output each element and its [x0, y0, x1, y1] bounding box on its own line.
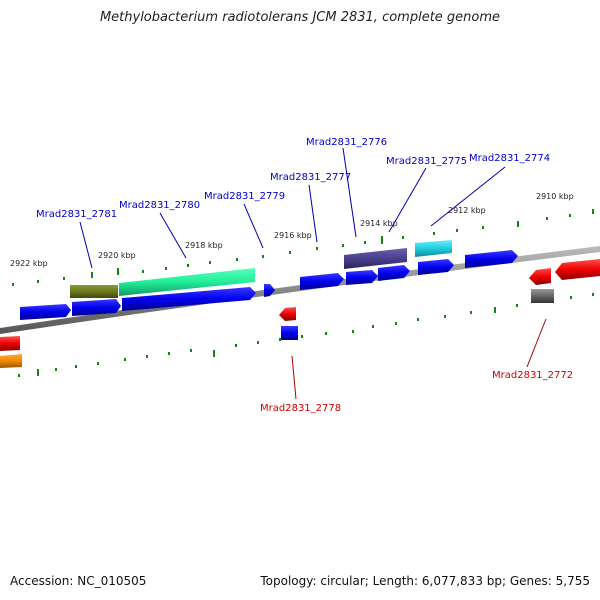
feature-block-olive[interactable]: [70, 285, 118, 298]
gene-arrow[interactable]: [529, 268, 551, 285]
gene-arrow[interactable]: [0, 354, 22, 368]
gene-arrow[interactable]: [555, 259, 600, 280]
gene-label[interactable]: Mrad2831_2778: [260, 403, 341, 414]
gene-arrow[interactable]: [281, 326, 298, 340]
tick-label: 2922 kbp: [10, 259, 48, 268]
accession-text: Accession: NC_010505: [10, 574, 147, 588]
gene-label[interactable]: Mrad2831_2776: [306, 137, 387, 148]
gene-label[interactable]: Mrad2831_2780: [119, 200, 200, 211]
feature-block-mint[interactable]: [119, 268, 255, 296]
gene-arrow[interactable]: [72, 299, 121, 316]
gene-arrow[interactable]: [418, 259, 454, 275]
gene-arrow[interactable]: [346, 270, 378, 285]
tick-label: 2914 kbp: [360, 219, 398, 228]
leader-line: [243, 203, 264, 249]
gene-leader-lines: [79, 147, 547, 400]
gene-label[interactable]: Mrad2831_2779: [204, 191, 285, 202]
gene-label[interactable]: Mrad2831_2777: [270, 172, 351, 183]
gene-label[interactable]: Mrad2831_2781: [36, 209, 117, 220]
gene-label[interactable]: Mrad2831_2774: [469, 153, 550, 164]
gene-label[interactable]: Mrad2831_2775: [386, 156, 467, 167]
feature-block-purple[interactable]: [344, 248, 407, 269]
gene-arrow[interactable]: [0, 336, 20, 351]
leader-line: [342, 147, 357, 238]
map-title: Methylobacterium radiotolerans JCM 2831,…: [99, 10, 501, 25]
gene-arrow[interactable]: [122, 287, 256, 311]
tick-label: 2920 kbp: [98, 251, 136, 260]
feature-blocks: [70, 240, 452, 298]
leader-line: [79, 221, 93, 269]
outer-tick-track: [12, 209, 594, 286]
gene-arrow[interactable]: [279, 307, 296, 321]
gene-arrow[interactable]: [264, 284, 275, 297]
leader-line: [291, 355, 297, 400]
tick-label: 2918 kbp: [185, 241, 223, 250]
gene-labels: Mrad2831_2781 Mrad2831_2780 Mrad2831_277…: [36, 137, 573, 414]
reverse-strand-genes: [0, 259, 600, 368]
leader-line: [159, 212, 187, 259]
gene-arrow[interactable]: [20, 304, 71, 320]
feature-block-cyan[interactable]: [415, 240, 452, 257]
inner-tick-track: [18, 293, 594, 377]
gene-arrow[interactable]: [300, 273, 344, 290]
forward-strand-genes: [20, 250, 518, 320]
tick-label: 2910 kbp: [536, 192, 574, 201]
leader-line: [430, 166, 506, 227]
tick-label: 2912 kbp: [448, 206, 486, 215]
tick-labels: 2922 kbp 2920 kbp 2918 kbp 2916 kbp 2914…: [10, 192, 574, 268]
feature-block-gray[interactable]: [531, 289, 554, 303]
leader-line: [526, 318, 547, 368]
genome-summary-text: Topology: circular; Length: 6,077,833 bp…: [260, 574, 590, 588]
leader-line: [388, 167, 427, 233]
tick-label: 2916 kbp: [274, 231, 312, 240]
gene-label[interactable]: Mrad2831_2772: [492, 370, 573, 381]
leader-line: [308, 184, 318, 243]
gene-arrow[interactable]: [465, 250, 518, 268]
gene-arrow[interactable]: [378, 265, 410, 281]
